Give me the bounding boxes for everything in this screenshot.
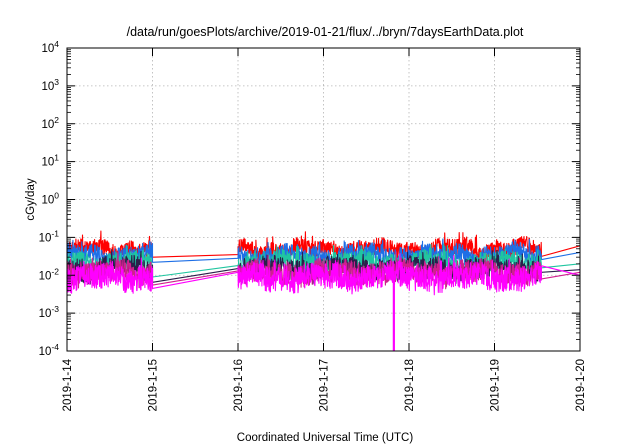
x-tick-label: 2019-1-20	[575, 359, 587, 411]
y-tick-label: 102	[41, 115, 59, 131]
y-tick-label: 103	[41, 77, 59, 93]
y-tick-label: 10-3	[39, 304, 60, 320]
y-tick-label: 10-1	[39, 228, 60, 244]
x-axis-label: Coordinated Universal Time (UTC)	[237, 432, 414, 444]
x-tick-labels: 2019-1-14 2019-1-15 2019-1-16 2019-1-17 2019…	[62, 358, 587, 411]
series-group	[66, 230, 581, 351]
x-tick-label: 2019-1-19	[490, 359, 502, 411]
x-tick-label: 2019-1-15	[148, 359, 160, 411]
x-tick-label: 2019-1-16	[233, 359, 245, 411]
series-line	[66, 252, 581, 296]
y-tick-label: 10-2	[39, 266, 60, 282]
y-tick-label: 10-4	[39, 342, 60, 358]
x-tick-label: 2019-1-18	[404, 359, 416, 411]
y-tick-labels: 10-4 10-3 10-2 10-1 100 101 102 103 104	[39, 39, 60, 358]
x-tick-label: 2019-1-14	[62, 358, 74, 411]
y-tick-label: 100	[41, 191, 59, 207]
y-tick-label: 101	[41, 153, 59, 169]
data-series	[66, 252, 581, 296]
chart-title: /data/run/goesPlots/archive/2019-01-21/f…	[127, 25, 524, 39]
y-tick-label: 104	[41, 39, 59, 55]
x-tick-label: 2019-1-17	[319, 359, 331, 411]
y-axis-label: cGy/day	[25, 178, 37, 220]
axis-ticks	[66, 47, 581, 352]
